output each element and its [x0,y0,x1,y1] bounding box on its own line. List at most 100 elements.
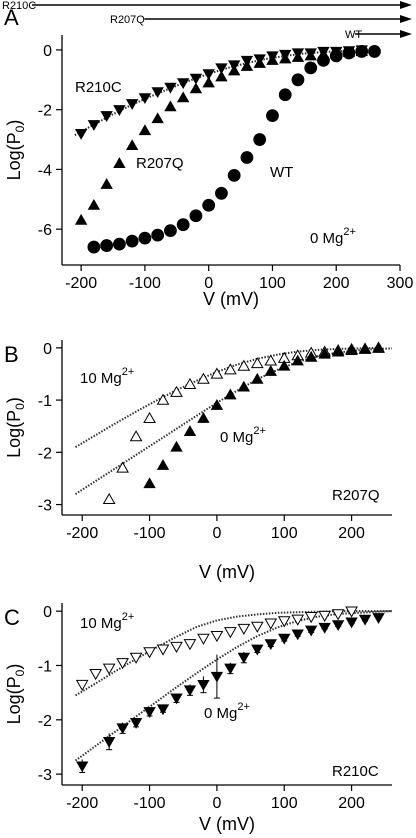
data-point [227,168,241,182]
x-tick-label: -100 [134,525,166,542]
arrow-head [400,30,412,38]
y-axis-label: Log(P0) [4,397,27,458]
data-point [253,54,266,66]
data-point [210,367,224,379]
data-point [176,91,190,103]
data-point [138,93,152,105]
y-tick-label: -2 [38,713,52,730]
arrow-label: WT [345,29,362,41]
data-point [183,377,197,390]
data-point [189,73,203,85]
data-point [116,723,129,735]
data-point [74,213,88,225]
data-point [372,342,385,353]
data-point [331,345,345,357]
data-point [330,46,343,58]
x-tick-label: -200 [66,525,98,542]
data-point [197,679,210,691]
data-point [197,372,210,384]
data-point [87,120,101,131]
data-point [129,652,143,664]
data-point [224,627,237,639]
fit-curve [74,347,393,495]
data-point [240,151,254,164]
data-point [279,49,292,61]
panel-letter: C [4,605,20,630]
x-tick-label: 0 [212,795,221,812]
data-point [318,610,332,623]
data-point [237,623,251,636]
data-point [250,356,264,369]
x-tick-label: 0 [204,275,213,292]
data-point [264,618,278,630]
data-point [224,363,237,375]
data-point [143,411,156,423]
data-point [87,198,101,210]
x-tick-label: -100 [134,795,166,812]
x-tick-label: 100 [271,795,298,812]
data-point [264,639,277,651]
annotation: WT [270,164,293,181]
y-axis-label: Log(P0) [4,120,27,181]
data-point [210,671,224,683]
data-point [253,133,267,146]
arrow-head [400,1,412,9]
series-0-mg2- [143,342,385,489]
data-point [304,48,317,60]
data-point [125,99,139,111]
annotation: 0 Mg2+ [204,701,250,722]
data-point [250,621,264,633]
data-point [291,354,304,366]
x-tick-label: 100 [259,275,286,292]
data-point [129,430,143,442]
series-r210c [74,45,368,140]
data-point [156,459,170,470]
data-point [345,617,358,629]
data-point [156,704,170,716]
series-r207q [74,45,368,225]
y-tick-label: -2 [38,103,52,120]
data-point [75,679,89,692]
y-tick-label: 0 [43,43,52,60]
data-point [151,87,164,99]
arrow-label: R207Q [110,14,145,26]
series-wt [87,45,381,254]
annotation: R210C [75,79,122,96]
panel-c: C -200 -100 0 100 200 0 -1 -2 -3 V (mV) Log(P0) 10 M… [4,603,393,834]
fit-curve [74,346,379,448]
data-point [125,139,139,151]
data-point [251,644,264,656]
data-point [151,112,164,124]
data-point [170,641,183,653]
data-point [156,393,170,405]
data-point [345,344,358,355]
data-point [143,647,156,659]
data-point [355,45,368,57]
data-point [278,88,292,102]
data-point [202,69,215,81]
x-axis-label: V (mV) [199,814,255,834]
y-tick-label: -4 [38,162,52,179]
y-tick-label: -3 [38,498,52,515]
data-point [164,82,177,94]
data-point [170,440,183,452]
data-point [183,685,197,697]
fit-curve [74,610,392,697]
x-tick-label: 200 [338,795,365,812]
data-point [74,129,88,140]
data-point [215,63,228,75]
data-point [183,425,197,436]
x-tick-label: 100 [271,525,298,542]
data-point [176,218,190,232]
arrow-head [400,15,412,23]
data-point [304,625,318,637]
y-tick-label: 0 [43,604,52,621]
data-point [112,237,126,251]
x-tick-label: 200 [338,525,365,542]
data-point [237,359,251,371]
data-point [317,46,330,58]
data-point [215,70,228,82]
data-point [210,398,224,410]
data-point [342,46,356,58]
